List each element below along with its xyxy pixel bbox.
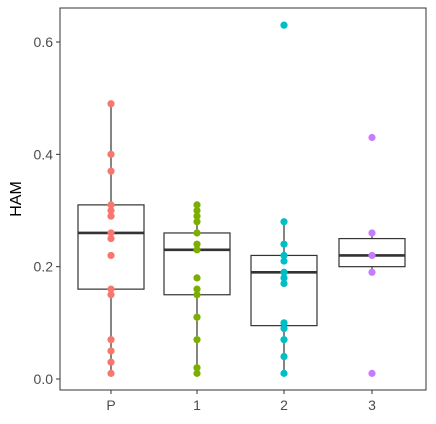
x-tick-label: 3	[368, 397, 376, 413]
data-point	[107, 347, 115, 355]
data-point	[280, 21, 288, 29]
plot-panel	[59, 7, 427, 391]
data-point	[107, 369, 115, 377]
y-tick-label: 0.2	[34, 259, 54, 275]
data-point	[193, 285, 201, 293]
box-groups	[77, 21, 406, 377]
data-point	[107, 150, 115, 158]
data-point	[193, 336, 201, 344]
data-point	[193, 291, 201, 299]
y-axis-label: HAM	[8, 181, 25, 217]
data-point	[280, 336, 288, 344]
data-point	[368, 229, 376, 237]
data-point	[193, 201, 201, 209]
data-point	[280, 279, 288, 288]
data-point	[280, 352, 288, 361]
box-group-3	[338, 133, 406, 377]
data-point	[107, 336, 115, 344]
data-point	[193, 246, 201, 254]
y-axis: 0.0 0.2 0.4 0.6	[34, 34, 60, 387]
data-point	[280, 319, 288, 327]
data-point	[107, 167, 115, 175]
data-point	[107, 251, 115, 260]
box	[250, 254, 318, 327]
data-point	[107, 291, 115, 299]
y-tick-label: 0.4	[34, 146, 54, 162]
box-group-P	[77, 100, 145, 377]
data-point	[107, 206, 115, 215]
data-point	[107, 201, 115, 209]
data-point	[193, 218, 201, 226]
data-point	[193, 240, 201, 248]
x-tick-label: P	[106, 397, 115, 413]
data-point	[193, 364, 201, 372]
data-point	[107, 212, 115, 220]
y-tick-label: 0.6	[34, 34, 54, 50]
data-point	[280, 268, 288, 276]
data-point	[368, 251, 376, 260]
x-tick-label: 1	[193, 397, 201, 413]
data-point	[280, 257, 288, 265]
x-tick-label: 2	[280, 397, 288, 413]
box-group-1	[163, 201, 231, 377]
data-point	[280, 324, 288, 333]
data-point	[107, 100, 115, 108]
data-point	[368, 133, 376, 142]
data-point	[193, 274, 201, 282]
data-point	[107, 285, 115, 293]
data-point	[280, 274, 288, 282]
data-point	[280, 218, 288, 226]
data-point	[193, 206, 201, 215]
x-axis: P 1 2 3	[106, 390, 376, 413]
data-point	[368, 268, 376, 276]
data-point	[193, 369, 201, 377]
data-point	[280, 251, 288, 260]
data-point	[193, 229, 201, 237]
y-tick-label: 0.0	[34, 371, 54, 387]
box-group-2	[250, 21, 318, 377]
data-point	[107, 234, 115, 243]
data-point	[193, 212, 201, 220]
data-point	[193, 313, 201, 321]
data-point	[280, 369, 288, 377]
data-point	[107, 229, 115, 237]
data-point	[368, 369, 376, 377]
data-point	[280, 240, 288, 248]
data-point	[107, 358, 115, 366]
